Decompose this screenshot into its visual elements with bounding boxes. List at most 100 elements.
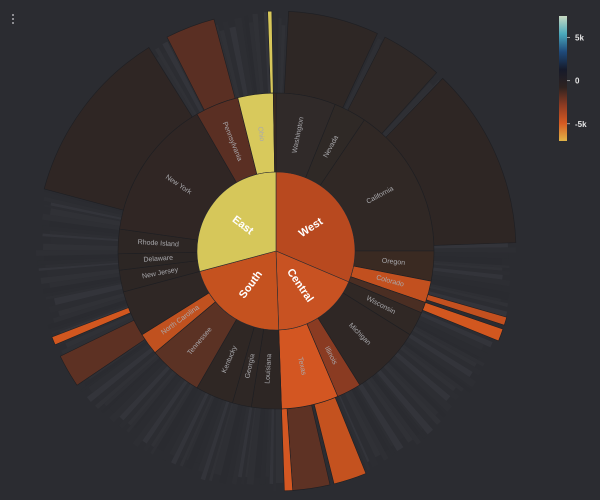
outer-leaf-arc[interactable] bbox=[219, 29, 240, 98]
outer-leaf-arc[interactable] bbox=[127, 370, 175, 426]
outer-leaf-arc[interactable] bbox=[61, 317, 134, 355]
outer-leaf-arc[interactable] bbox=[259, 408, 269, 485]
outer-leaf-arc[interactable] bbox=[101, 357, 161, 414]
outer-leaf-arc[interactable] bbox=[42, 213, 120, 231]
outer-leaf-arc[interactable] bbox=[131, 374, 182, 438]
outer-leaf-arc[interactable] bbox=[427, 291, 508, 317]
outer-leaf-arc[interactable] bbox=[428, 288, 501, 310]
outer-leaf-arc[interactable] bbox=[156, 386, 199, 452]
outer-leaf-arc[interactable] bbox=[336, 396, 371, 471]
outer-leaf-arc[interactable] bbox=[273, 408, 276, 491]
outer-leaf-arc[interactable] bbox=[159, 388, 203, 461]
outer-leaf-arc[interactable] bbox=[388, 360, 447, 418]
outer-leaf-arc[interactable] bbox=[265, 408, 272, 477]
outer-leaf-arc[interactable] bbox=[397, 349, 460, 401]
outer-leaf-arc[interactable] bbox=[51, 279, 122, 296]
region-arc[interactable] bbox=[199, 250, 280, 331]
outer-leaf-arc[interactable] bbox=[58, 292, 125, 317]
outer-leaf-arc[interactable] bbox=[185, 396, 215, 461]
outer-leaf-arc[interactable] bbox=[229, 26, 249, 97]
outer-leaf-arc[interactable] bbox=[248, 22, 261, 95]
outer-leaf-arc[interactable] bbox=[178, 393, 212, 459]
outer-leaf-arc[interactable] bbox=[208, 402, 234, 482]
outer-leaf-arc[interactable] bbox=[351, 388, 389, 452]
outer-leaf-arc[interactable] bbox=[277, 18, 282, 94]
outer-leaf-arc[interactable] bbox=[365, 378, 413, 443]
outer-leaf-arc[interactable] bbox=[162, 41, 204, 113]
outer-leaf-arc[interactable] bbox=[222, 20, 244, 98]
outer-leaf-arc[interactable] bbox=[344, 38, 383, 110]
outer-leaf-arc[interactable] bbox=[171, 392, 209, 465]
outer-leaf-arc[interactable] bbox=[40, 268, 120, 284]
outer-leaf-arc[interactable] bbox=[415, 324, 479, 360]
outer-leaf-arc[interactable] bbox=[219, 404, 243, 484]
outer-leaf-arc[interactable] bbox=[150, 383, 193, 448]
outer-leaf-arc[interactable] bbox=[36, 250, 119, 257]
outer-leaf-arc[interactable] bbox=[430, 278, 510, 301]
outer-leaf-arc[interactable] bbox=[383, 364, 441, 425]
outer-leaf-arc[interactable] bbox=[80, 342, 149, 393]
outer-leaf-arc[interactable] bbox=[410, 330, 482, 376]
outer-leaf-arc[interactable] bbox=[52, 296, 126, 324]
outer-leaf-arc[interactable] bbox=[413, 325, 485, 367]
outer-leaf-arc[interactable] bbox=[420, 312, 493, 348]
outer-leaf-arc[interactable] bbox=[391, 355, 453, 412]
outer-leaf-arc[interactable] bbox=[246, 407, 261, 485]
outer-leaf-arc[interactable] bbox=[65, 314, 133, 348]
outer-leaf-arc[interactable] bbox=[354, 387, 396, 456]
outer-leaf-arc[interactable] bbox=[269, 408, 275, 484]
outer-leaf-arc[interactable] bbox=[375, 372, 424, 431]
outer-leaf-arc[interactable] bbox=[279, 25, 286, 94]
outer-leaf-arc[interactable] bbox=[47, 299, 127, 330]
outer-leaf-arc[interactable] bbox=[185, 396, 220, 470]
outer-leaf-arc[interactable] bbox=[41, 225, 119, 237]
outer-leaf-arc[interactable] bbox=[43, 276, 121, 294]
outer-leaf-arc[interactable] bbox=[258, 20, 269, 94]
outer-leaf-arc[interactable] bbox=[348, 389, 389, 461]
outer-leaf-arc[interactable] bbox=[234, 17, 253, 96]
outer-leaf-arc[interactable] bbox=[109, 359, 165, 413]
outer-leaf-arc[interactable] bbox=[433, 256, 502, 266]
outer-leaf-arc[interactable] bbox=[45, 281, 122, 300]
outer-leaf-arc[interactable] bbox=[340, 393, 379, 468]
outer-leaf-arc[interactable] bbox=[49, 230, 119, 240]
outer-leaf-arc[interactable] bbox=[403, 342, 472, 393]
outer-leaf-arc[interactable] bbox=[254, 408, 265, 478]
outer-leaf-arc[interactable] bbox=[227, 405, 247, 477]
outer-leaf-arc[interactable] bbox=[433, 247, 516, 253]
outer-leaf-arc[interactable] bbox=[179, 395, 214, 467]
region-arc[interactable] bbox=[275, 171, 356, 283]
outer-leaf-arc[interactable] bbox=[433, 252, 509, 259]
outer-leaf-arc[interactable] bbox=[252, 13, 264, 94]
outer-leaf-arc[interactable] bbox=[412, 328, 477, 368]
outer-leaf-arc[interactable] bbox=[344, 391, 381, 458]
outer-leaf-arc[interactable] bbox=[45, 260, 119, 268]
outer-leaf-arc[interactable] bbox=[244, 15, 258, 95]
outer-leaf-arc[interactable] bbox=[154, 47, 197, 116]
outer-leaf-arc[interactable] bbox=[405, 337, 477, 388]
outer-leaf-arc[interactable] bbox=[385, 362, 439, 416]
outer-leaf-arc[interactable] bbox=[142, 380, 188, 444]
outer-leaf-arc[interactable] bbox=[56, 302, 128, 330]
outer-leaf-arc[interactable] bbox=[433, 260, 510, 269]
outer-leaf-arc[interactable] bbox=[399, 346, 457, 392]
outer-leaf-arc[interactable] bbox=[194, 398, 223, 464]
outer-leaf-arc[interactable] bbox=[432, 270, 511, 287]
outer-leaf-arc[interactable] bbox=[242, 24, 255, 95]
region-arc[interactable] bbox=[196, 171, 277, 272]
outer-leaf-arc[interactable] bbox=[49, 208, 121, 227]
outer-leaf-arc[interactable] bbox=[432, 267, 503, 280]
outer-leaf-arc[interactable] bbox=[44, 254, 119, 261]
outer-leaf-arc[interactable] bbox=[408, 333, 473, 378]
outer-leaf-arc[interactable] bbox=[43, 204, 122, 222]
outer-leaf-arc[interactable] bbox=[95, 353, 158, 410]
outer-leaf-arc[interactable] bbox=[197, 399, 227, 473]
outer-leaf-arc[interactable] bbox=[382, 82, 434, 137]
outer-leaf-arc[interactable] bbox=[276, 408, 284, 483]
outer-leaf-arc[interactable] bbox=[51, 304, 128, 335]
outer-leaf-arc[interactable] bbox=[43, 243, 119, 251]
outer-leaf-arc[interactable] bbox=[88, 343, 151, 393]
outer-leaf-arc[interactable] bbox=[357, 383, 404, 452]
outer-leaf-arc[interactable] bbox=[380, 366, 433, 424]
outer-leaf-arc[interactable] bbox=[132, 377, 185, 448]
